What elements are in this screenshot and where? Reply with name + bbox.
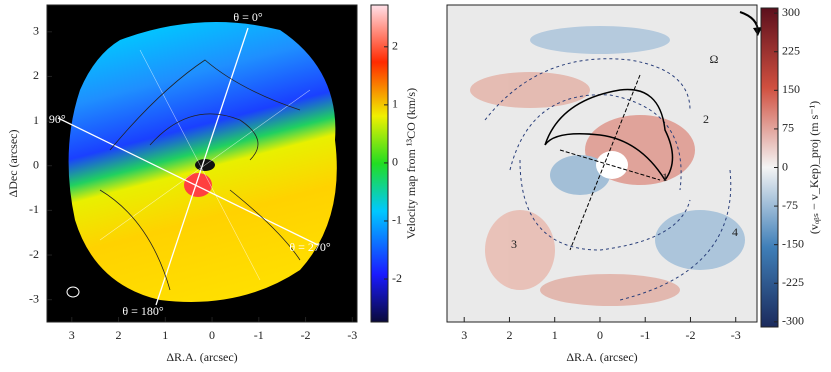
colorbar-label: (vₒᵦₛ − v_Kep)_proj (m s⁻¹)	[807, 101, 821, 234]
x-tick-label: 0	[597, 328, 603, 342]
x-tick-label: -3	[731, 328, 741, 342]
beam	[66, 286, 80, 298]
highlight-region	[544, 88, 674, 182]
position-angle-lines	[57, 27, 319, 306]
cut-lines	[559, 74, 661, 251]
colorbar	[761, 8, 778, 327]
colorbar-tick-label: 1	[392, 97, 398, 111]
plot-frame	[446, 4, 758, 323]
x-tick-label: 1	[162, 328, 168, 342]
x-tick-label: 0	[209, 328, 215, 342]
annotation: 4	[732, 225, 738, 239]
contours	[99, 59, 301, 291]
annotation: Ω	[710, 52, 719, 66]
colorbar-label: Velocity map from ¹³CO (km/s)	[404, 88, 418, 239]
x-tick-label: 2	[506, 328, 512, 342]
annotation: θ = 90°	[30, 112, 66, 126]
x-tick-label: 3	[69, 328, 75, 342]
x-tick-label: 2	[116, 328, 122, 342]
map-feature	[184, 173, 212, 197]
x-tick-label: -2	[685, 328, 695, 342]
masked-center	[596, 151, 628, 179]
y-tick-label: 3	[33, 24, 39, 38]
colorbar-tick-label: -300	[782, 314, 804, 328]
colorbar-tick-label: -150	[782, 236, 804, 250]
guide-lines	[99, 49, 311, 281]
colorbar-tick-label: -225	[782, 275, 804, 289]
annotation: θ = 0°	[233, 10, 263, 24]
colorbar-frame	[370, 4, 389, 323]
colorbar	[371, 5, 388, 322]
y-tick-label: -2	[29, 247, 39, 261]
x-tick-label: -1	[254, 328, 264, 342]
x-tick-label: -2	[301, 328, 311, 342]
colorbar-tick-label: -1	[392, 213, 402, 227]
colorbar-tick-label: 2	[392, 39, 398, 53]
x-axis-label: ΔR.A. (arcsec)	[166, 350, 237, 364]
colorbar-tick-label: 150	[782, 82, 800, 96]
x-tick-label: 1	[552, 328, 558, 342]
y-tick-label: -1	[29, 202, 39, 216]
x-tick-label: -1	[640, 328, 650, 342]
colorbar-tick-label: -2	[392, 271, 402, 285]
colorbar-tick-label: 225	[782, 43, 800, 57]
annotation: 1	[662, 170, 668, 184]
x-tick-label: 3	[461, 328, 467, 342]
y-tick-label: -3	[29, 291, 39, 305]
x-axis-label: ΔR.A. (arcsec)	[566, 350, 637, 364]
annotation: θ = 180°	[122, 304, 164, 318]
plot-frame	[46, 4, 358, 323]
colorbar-tick-label: 75	[782, 121, 794, 135]
spiral-arms	[484, 58, 732, 301]
colorbar-tick-label: 0	[782, 159, 788, 173]
annotation: θ = 270°	[289, 240, 331, 254]
colorbar-tick-label: 300	[782, 5, 800, 19]
x-tick-label: -3	[347, 328, 357, 342]
y-tick-label: 2	[33, 68, 39, 82]
colorbar-tick-label: 0	[392, 155, 398, 169]
annotation: 3	[511, 237, 517, 251]
y-axis-label: ΔDec (arcsec)	[6, 129, 20, 197]
y-tick-label: 0	[33, 157, 39, 171]
y-tick-label: 1	[33, 113, 39, 127]
annotation: 2	[703, 112, 709, 126]
colorbar-tick-label: -75	[782, 198, 798, 212]
